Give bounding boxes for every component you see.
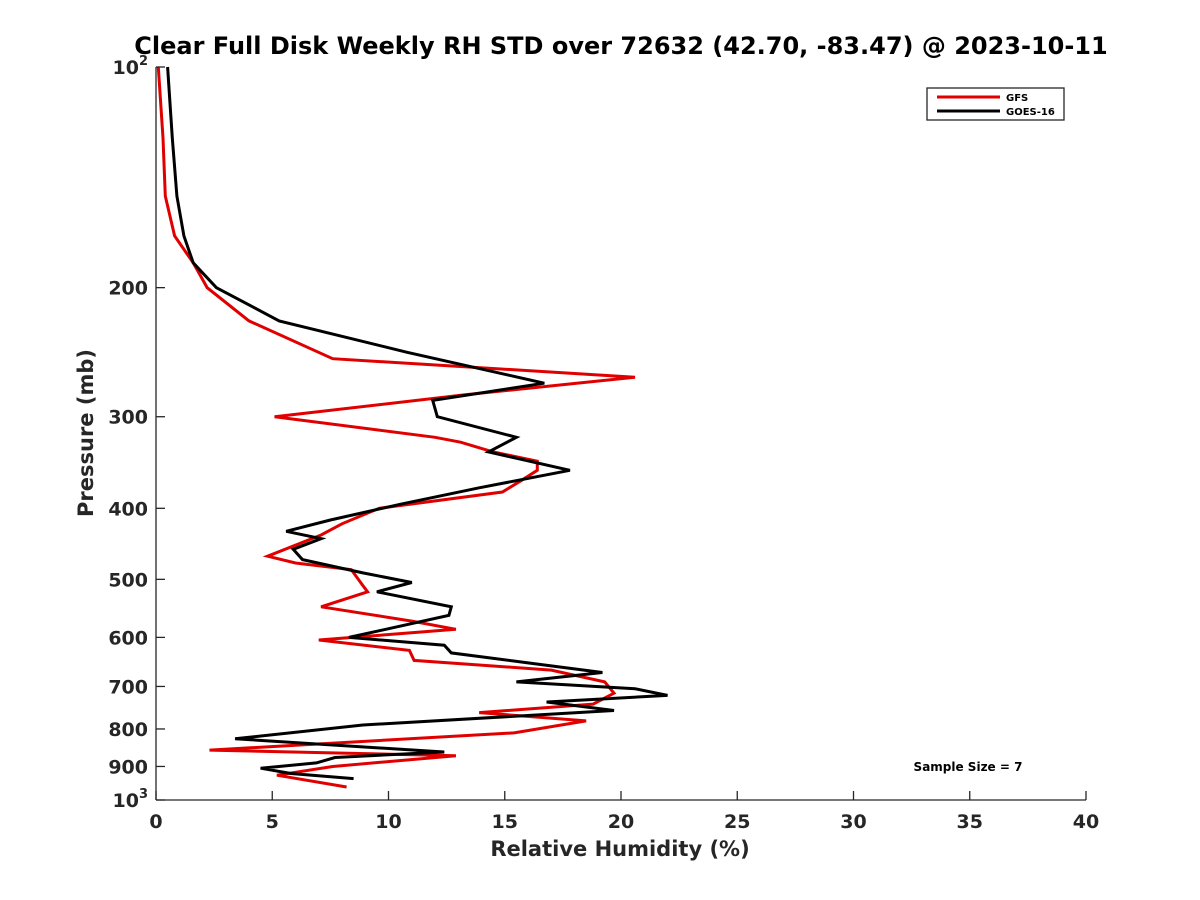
series-line-gfs xyxy=(156,66,636,789)
x-tick-label: 20 xyxy=(608,811,634,833)
y-axis-label: Pressure (mb) xyxy=(74,349,98,517)
x-tick-label: 30 xyxy=(840,811,866,833)
x-tick-label: 40 xyxy=(1073,811,1099,833)
y-tick-label: 103 xyxy=(113,787,149,812)
x-tick-label: 10 xyxy=(375,811,401,833)
sample-size-annotation: Sample Size = 7 xyxy=(914,760,1023,774)
legend-box xyxy=(926,87,1065,121)
x-tick-label: 35 xyxy=(957,811,983,833)
x-tick-label: 25 xyxy=(724,811,750,833)
y-tick-label: 500 xyxy=(108,569,148,591)
legend-label-gfs: GFS xyxy=(1006,93,1028,104)
x-axis-label: Relative Humidity (%) xyxy=(490,837,749,861)
legend-label-goes-16: GOES-16 xyxy=(1006,107,1055,118)
y-tick-label: 600 xyxy=(108,627,148,649)
x-tick-label: 5 xyxy=(266,811,279,833)
y-tick-label: 900 xyxy=(108,756,148,778)
y-tick-label: 400 xyxy=(108,498,148,520)
x-tick-label: 0 xyxy=(149,811,162,833)
x-tick-label: 15 xyxy=(492,811,518,833)
series-line-goes-16 xyxy=(166,66,668,781)
y-tick-label: 800 xyxy=(108,719,148,741)
legend: GFS GOES-16 xyxy=(926,87,1065,121)
plot-area: 0 5 10 15 20 25 30 35 40 102 200 300 400 500 600 700 800… xyxy=(108,54,1099,833)
y-tick-label: 200 xyxy=(108,278,148,300)
y-tick-label: 300 xyxy=(108,407,148,429)
y-tick-label: 700 xyxy=(108,676,148,698)
y-tick-label: 102 xyxy=(113,54,149,79)
chart-title: Clear Full Disk Weekly RH STD over 72632… xyxy=(134,32,1107,60)
